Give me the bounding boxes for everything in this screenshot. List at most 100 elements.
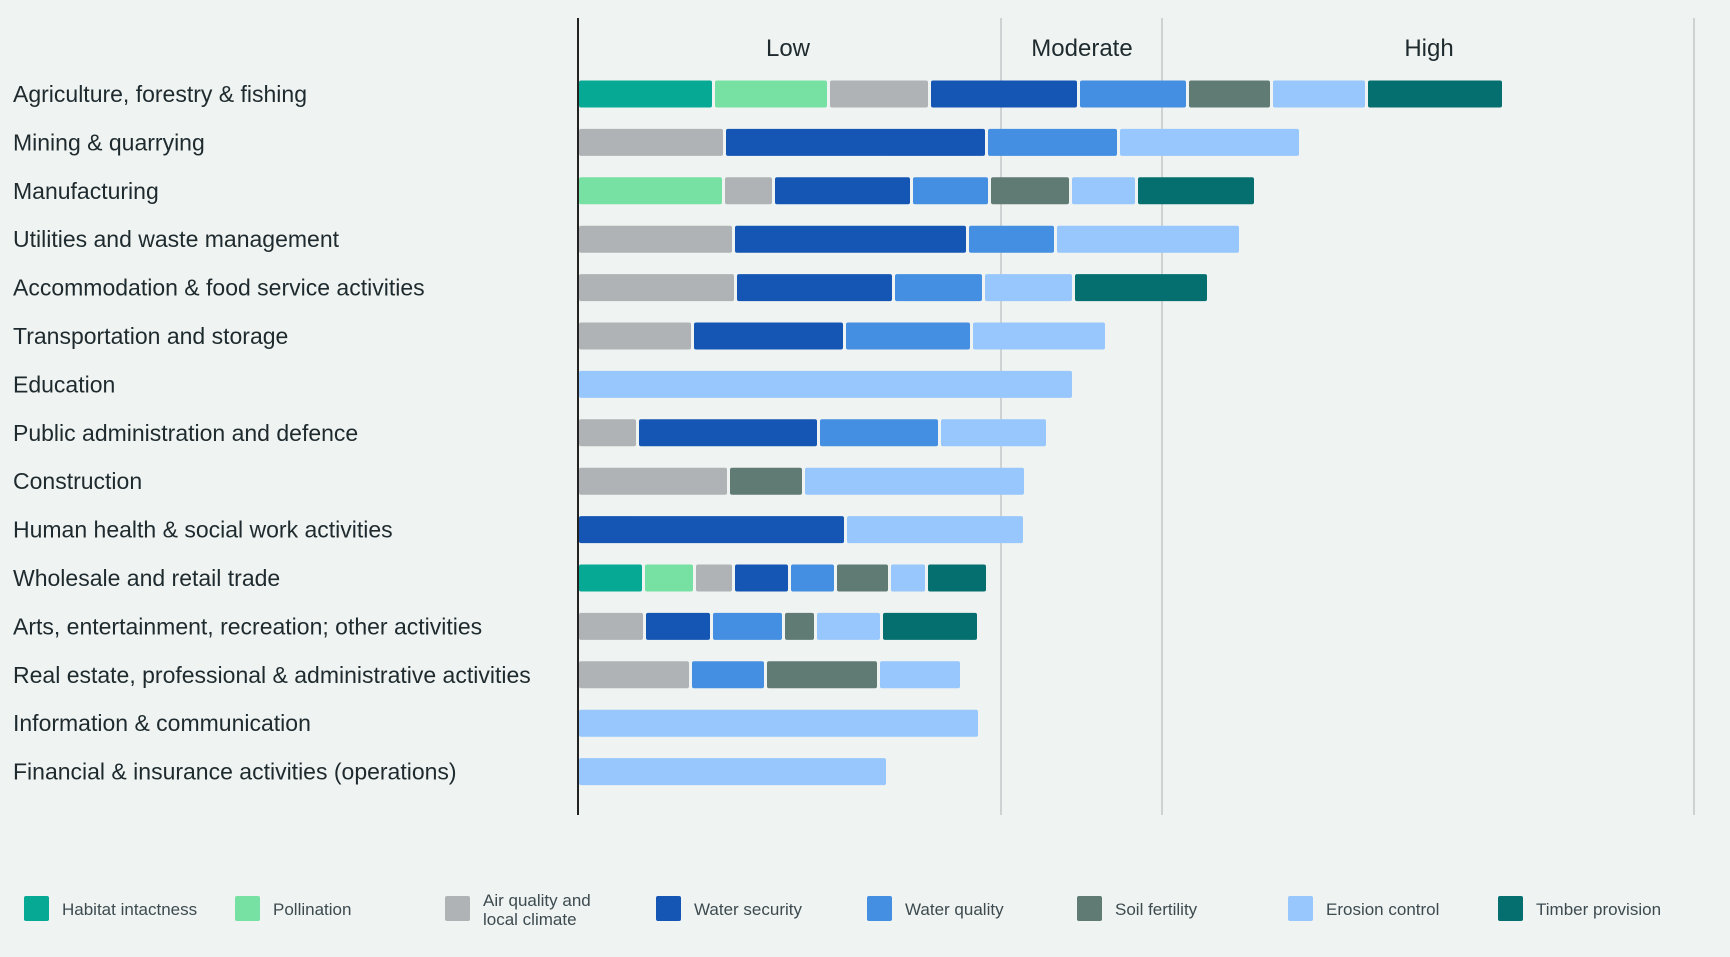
- bar-segment-water-security: [735, 564, 788, 592]
- bar-segment-erosion-control: [1057, 225, 1239, 253]
- category-label: Public administration and defence: [13, 420, 358, 446]
- bar-segment-water-quality: [846, 322, 970, 350]
- bar-segment-air-quality-and-local-climate: [579, 612, 643, 640]
- bar-segment-air-quality-and-local-climate: [579, 419, 636, 447]
- category-label: Human health & social work activities: [13, 517, 393, 543]
- category-label: Transportation and storage: [13, 323, 288, 349]
- category-label: Financial & insurance activities (operat…: [13, 759, 457, 785]
- category-label: Information & communication: [13, 710, 311, 736]
- bar-segment-air-quality-and-local-climate: [696, 564, 732, 592]
- bar-segment-air-quality-and-local-climate: [579, 225, 732, 253]
- bar-segment-erosion-control: [1072, 177, 1135, 205]
- bar-segment-soil-fertility: [1189, 80, 1270, 108]
- category-label: Manufacturing: [13, 178, 159, 204]
- bar-segment-erosion-control: [985, 274, 1072, 302]
- bar-segment-water-security: [694, 322, 843, 350]
- category-label: Construction: [13, 468, 142, 494]
- legend: Habitat intactness Pollination Air quality…: [24, 891, 1661, 929]
- legend-swatch: [1077, 896, 1102, 921]
- legend-label: Air quality and local climate: [483, 891, 591, 929]
- bar-segment-water-security: [639, 419, 817, 447]
- bar-segment-erosion-control: [579, 370, 1072, 398]
- bar-segment-erosion-control: [880, 661, 960, 689]
- legend-label: Pollination: [273, 900, 351, 919]
- category-label: Accommodation & food service activities: [13, 275, 425, 301]
- legend-label: Water security: [694, 900, 803, 919]
- bar-segment-habitat-intactness: [579, 564, 642, 592]
- bar-segment-water-security: [579, 516, 844, 544]
- band-label-high: High: [1404, 35, 1453, 62]
- legend-swatch: [656, 896, 681, 921]
- bar-segment-water-quality: [713, 612, 782, 640]
- bar-segment-water-quality: [791, 564, 834, 592]
- category-label: Mining & quarrying: [13, 129, 205, 155]
- legend-label: Timber provision: [1536, 900, 1661, 919]
- bar-segment-timber-provision: [1368, 80, 1502, 108]
- category-label: Education: [13, 371, 115, 397]
- bar-segment-water-quality: [969, 225, 1054, 253]
- bar-segment-erosion-control: [579, 758, 886, 786]
- bar-segment-air-quality-and-local-climate: [579, 322, 691, 350]
- bar-segment-soil-fertility: [767, 661, 877, 689]
- bar-segment-air-quality-and-local-climate: [579, 128, 723, 156]
- bar-segment-erosion-control: [817, 612, 880, 640]
- bar-segment-water-security: [775, 177, 910, 205]
- bar-segment-timber-provision: [1075, 274, 1207, 302]
- bar-segment-soil-fertility: [785, 612, 814, 640]
- legend-label: Soil fertility: [1115, 900, 1198, 919]
- bar-segment-soil-fertility: [730, 467, 802, 495]
- legend-label: Habitat intactness: [62, 900, 197, 919]
- bar-segment-timber-provision: [928, 564, 986, 592]
- bar-segment-erosion-control: [579, 709, 978, 737]
- bar-segment-water-quality: [820, 419, 938, 447]
- bar-segment-water-quality: [895, 274, 982, 302]
- bar-segment-erosion-control: [941, 419, 1046, 447]
- bar-segment-water-security: [931, 80, 1077, 108]
- legend-label: Erosion control: [1326, 900, 1439, 919]
- bar-segment-water-security: [735, 225, 966, 253]
- legend-swatch: [235, 896, 260, 921]
- bar-segment-water-security: [726, 128, 985, 156]
- bar-segment-soil-fertility: [837, 564, 888, 592]
- bar-segment-pollination: [715, 80, 827, 108]
- legend-swatch: [24, 896, 49, 921]
- bar-segment-air-quality-and-local-climate: [579, 661, 689, 689]
- bars: [579, 80, 1502, 786]
- band-label-low: Low: [766, 35, 811, 62]
- legend-swatch: [445, 896, 470, 921]
- legend-label: Water quality: [905, 900, 1004, 919]
- band-label-moderate: Moderate: [1031, 35, 1132, 62]
- category-labels: Agriculture, forestry & fishing Mining & …: [13, 81, 531, 785]
- bar-segment-pollination: [579, 177, 722, 205]
- bar-segment-erosion-control: [805, 467, 1024, 495]
- bar-segment-erosion-control: [1120, 128, 1299, 156]
- bar-segment-timber-provision: [1138, 177, 1254, 205]
- category-label: Wholesale and retail trade: [13, 565, 280, 591]
- category-label: Arts, entertainment, recreation; other a…: [13, 613, 482, 639]
- bar-segment-water-quality: [913, 177, 988, 205]
- bar-segment-air-quality-and-local-climate: [579, 467, 727, 495]
- legend-swatch: [867, 896, 892, 921]
- band-labels: Low Moderate High: [766, 35, 1454, 62]
- legend-swatch: [1498, 896, 1523, 921]
- bar-segment-habitat-intactness: [579, 80, 712, 108]
- bar-segment-air-quality-and-local-climate: [579, 274, 734, 302]
- bar-segment-soil-fertility: [991, 177, 1069, 205]
- bar-segment-erosion-control: [847, 516, 1023, 544]
- bar-segment-erosion-control: [1273, 80, 1365, 108]
- category-label: Agriculture, forestry & fishing: [13, 81, 307, 107]
- bar-segment-water-security: [737, 274, 892, 302]
- bar-segment-air-quality-and-local-climate: [830, 80, 928, 108]
- bar-segment-air-quality-and-local-climate: [725, 177, 772, 205]
- bar-segment-erosion-control: [891, 564, 925, 592]
- bar-segment-water-quality: [692, 661, 764, 689]
- bar-segment-water-quality: [1080, 80, 1186, 108]
- category-label: Utilities and waste management: [13, 226, 340, 252]
- legend-swatch: [1288, 896, 1313, 921]
- bar-segment-water-quality: [988, 128, 1117, 156]
- category-label: Real estate, professional & administrati…: [13, 662, 531, 688]
- bar-segment-erosion-control: [973, 322, 1105, 350]
- bar-segment-pollination: [645, 564, 693, 592]
- bar-segment-water-security: [646, 612, 710, 640]
